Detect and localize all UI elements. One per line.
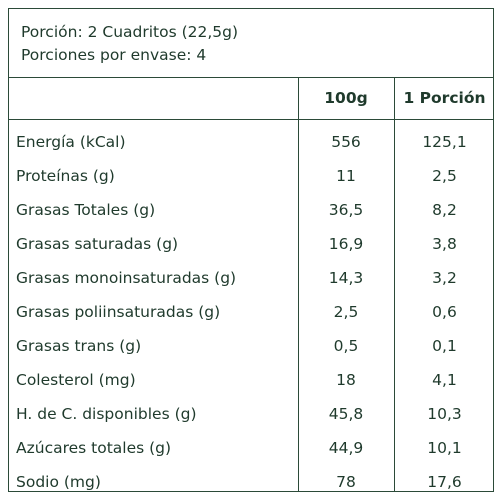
row-value-portion: 3,8 bbox=[432, 235, 457, 253]
row-value-100g: 11 bbox=[336, 167, 356, 185]
row-value-100g: 18 bbox=[336, 371, 356, 389]
table-row: Grasas saturadas (g) 16,9 3,8 bbox=[9, 227, 493, 261]
row-value-portion: 3,2 bbox=[432, 269, 457, 287]
serving-info: Porción: 2 Cuadritos (22,5g) Porciones p… bbox=[9, 9, 493, 78]
row-value-100g: 14,3 bbox=[328, 269, 364, 287]
table-row: Sodio (mg) 78 17,6 bbox=[9, 465, 493, 499]
row-value-portion: 125,1 bbox=[422, 133, 467, 151]
table-row: Energía (kCal) 556 125,1 bbox=[9, 125, 493, 159]
row-label: Proteínas (g) bbox=[16, 167, 115, 185]
row-value-portion: 0,6 bbox=[432, 303, 457, 321]
row-value-100g: 44,9 bbox=[328, 439, 364, 457]
row-label: Grasas monoinsaturadas (g) bbox=[16, 269, 237, 287]
row-value-100g: 556 bbox=[331, 133, 361, 151]
table-row: Grasas Totales (g) 36,5 8,2 bbox=[9, 193, 493, 227]
row-value-100g: 78 bbox=[336, 473, 356, 491]
table-body: Energía (kCal) 556 125,1 Proteínas (g) 11 2,5… bbox=[9, 120, 493, 499]
row-value-100g: 16,9 bbox=[328, 235, 364, 253]
row-value-portion: 10,1 bbox=[427, 439, 462, 457]
nutrition-table: 100g 1 Porción Energía (kCal) 556 125,1 Pro… bbox=[9, 78, 493, 499]
row-label: Energía (kCal) bbox=[16, 133, 126, 151]
table-header-row: 100g 1 Porción bbox=[9, 78, 493, 120]
row-value-portion: 8,2 bbox=[432, 201, 457, 219]
column-divider-1 bbox=[298, 78, 299, 491]
row-value-100g: 36,5 bbox=[328, 201, 364, 219]
table-row: Grasas trans (g) 0,5 0,1 bbox=[9, 329, 493, 363]
column-header-portion: 1 Porción bbox=[403, 89, 486, 107]
table-row: H. de C. disponibles (g) 45,8 10,3 bbox=[9, 397, 493, 431]
row-value-100g: 0,5 bbox=[333, 337, 359, 355]
row-value-100g: 2,5 bbox=[333, 303, 359, 321]
column-divider-2 bbox=[394, 78, 395, 491]
row-value-100g: 45,8 bbox=[328, 405, 364, 423]
row-value-portion: 10,3 bbox=[427, 405, 462, 423]
serving-size: Porción: 2 Cuadritos (22,5g) bbox=[21, 23, 239, 41]
servings-per-package: Porciones por envase: 4 bbox=[21, 46, 207, 64]
row-value-portion: 17,6 bbox=[427, 473, 462, 491]
table-row: Grasas poliinsaturadas (g) 2,5 0,6 bbox=[9, 295, 493, 329]
row-label: Grasas saturadas (g) bbox=[16, 235, 179, 253]
table-row: Colesterol (mg) 18 4,1 bbox=[9, 363, 493, 397]
row-value-portion: 2,5 bbox=[432, 167, 457, 185]
column-header-100g: 100g bbox=[324, 89, 368, 107]
nutrition-facts-panel: Porción: 2 Cuadritos (22,5g) Porciones p… bbox=[8, 8, 494, 492]
table-row: Azúcares totales (g) 44,9 10,1 bbox=[9, 431, 493, 465]
row-label: Azúcares totales (g) bbox=[16, 439, 172, 457]
row-value-portion: 4,1 bbox=[432, 371, 457, 389]
row-value-portion: 0,1 bbox=[432, 337, 457, 355]
row-label: Grasas Totales (g) bbox=[16, 201, 156, 219]
table-row: Grasas monoinsaturadas (g) 14,3 3,2 bbox=[9, 261, 493, 295]
row-label: Grasas poliinsaturadas (g) bbox=[16, 303, 221, 321]
table-row: Proteínas (g) 11 2,5 bbox=[9, 159, 493, 193]
row-label: Grasas trans (g) bbox=[16, 337, 142, 355]
row-label: Colesterol (mg) bbox=[16, 371, 136, 389]
row-label: Sodio (mg) bbox=[16, 473, 101, 491]
row-label: H. de C. disponibles (g) bbox=[16, 405, 197, 423]
